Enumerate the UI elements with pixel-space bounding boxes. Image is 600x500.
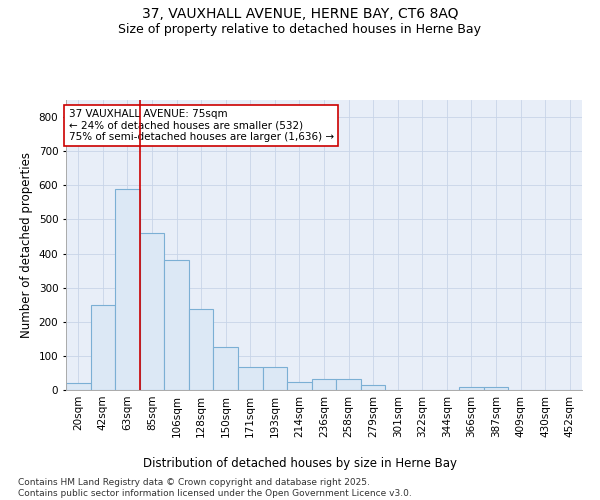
Bar <box>66 383 91 390</box>
Text: 37, VAUXHALL AVENUE, HERNE BAY, CT6 8AQ: 37, VAUXHALL AVENUE, HERNE BAY, CT6 8AQ <box>142 8 458 22</box>
Bar <box>189 309 214 390</box>
Bar <box>459 386 484 390</box>
Bar <box>312 379 336 390</box>
Bar <box>140 233 164 390</box>
Bar <box>115 188 140 390</box>
Text: Distribution of detached houses by size in Herne Bay: Distribution of detached houses by size … <box>143 458 457 470</box>
Bar <box>287 382 312 390</box>
Text: 37 VAUXHALL AVENUE: 75sqm
← 24% of detached houses are smaller (532)
75% of semi: 37 VAUXHALL AVENUE: 75sqm ← 24% of detac… <box>68 108 334 142</box>
Bar <box>336 378 361 390</box>
Bar <box>484 386 508 390</box>
Bar <box>238 367 263 390</box>
Text: Size of property relative to detached houses in Herne Bay: Size of property relative to detached ho… <box>119 22 482 36</box>
Bar <box>263 367 287 390</box>
Text: Contains HM Land Registry data © Crown copyright and database right 2025.
Contai: Contains HM Land Registry data © Crown c… <box>18 478 412 498</box>
Y-axis label: Number of detached properties: Number of detached properties <box>20 152 33 338</box>
Bar <box>164 260 189 390</box>
Bar <box>361 385 385 390</box>
Bar <box>91 304 115 390</box>
Bar <box>214 348 238 390</box>
